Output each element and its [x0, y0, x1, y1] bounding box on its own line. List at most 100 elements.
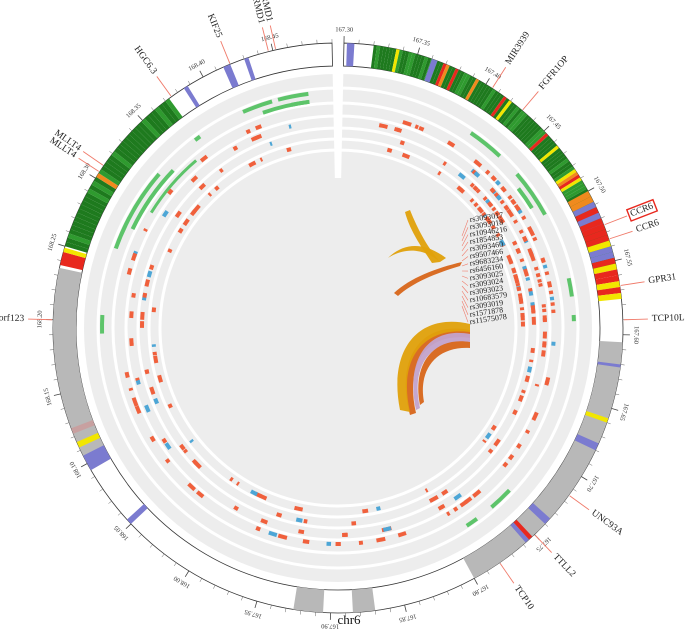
minor-tick-mark: [52, 289, 56, 290]
minor-tick-mark: [473, 73, 475, 77]
snp-point: [530, 302, 534, 306]
snp-point: [543, 315, 547, 321]
gene-connector: [157, 76, 171, 95]
minor-tick-mark: [615, 394, 619, 395]
snp-point: [542, 343, 546, 348]
snp-point: [140, 312, 144, 320]
minor-tick-mark: [375, 611, 376, 615]
tick-label: 167.65: [618, 402, 630, 421]
snp-point: [142, 293, 147, 298]
minor-tick-mark: [57, 260, 61, 261]
minor-tick-mark: [61, 408, 65, 409]
minor-tick-mark: [580, 176, 583, 178]
minor-tick-mark: [85, 189, 89, 191]
gene-label: CCR6: [635, 218, 661, 235]
tick-label: 167.60: [632, 326, 639, 344]
minor-tick-mark: [487, 571, 489, 574]
snp-point: [336, 542, 341, 546]
snp-point: [551, 342, 555, 346]
minor-tick-mark: [611, 245, 615, 246]
snp-point: [542, 309, 546, 313]
tick-mark: [185, 571, 189, 577]
tick-label: 167.70: [585, 474, 600, 493]
minor-tick-mark: [554, 139, 557, 142]
minor-tick-mark: [129, 128, 132, 131]
minor-tick-mark: [390, 608, 391, 612]
minor-tick-mark: [302, 41, 303, 45]
minor-tick-mark: [139, 534, 142, 537]
minor-tick-mark: [563, 151, 566, 153]
tick-label: 167.50: [592, 175, 607, 194]
snp-point: [551, 309, 555, 313]
minor-tick-mark: [618, 274, 622, 275]
minor-tick-mark: [71, 437, 75, 439]
minor-tick-mark: [175, 89, 177, 92]
snp-point: [342, 533, 347, 537]
minor-tick-mark: [151, 107, 154, 110]
minor-tick-mark: [200, 578, 202, 582]
gene-connector: [605, 216, 627, 225]
snp-point: [550, 302, 554, 306]
gene-label: KIF25: [205, 13, 224, 40]
tick-mark: [581, 476, 587, 480]
snp-point: [326, 542, 331, 546]
tick-mark: [486, 78, 490, 84]
tick-mark: [271, 44, 273, 51]
tick-mark: [200, 71, 203, 77]
minor-tick-mark: [572, 163, 575, 165]
green-track-segment: [100, 315, 104, 334]
gene-connector: [523, 91, 539, 109]
minor-tick-mark: [243, 55, 244, 59]
minor-tick-mark: [621, 365, 625, 366]
minor-tick-mark: [188, 81, 190, 84]
gene-connector: [570, 496, 589, 510]
gene-label: TCP10L2: [652, 313, 685, 324]
minor-tick-mark: [257, 51, 258, 55]
tick-mark: [54, 394, 61, 396]
tick-label: 168.25: [47, 233, 59, 252]
snp-point: [153, 352, 157, 356]
gene-label: MIR3939: [504, 30, 533, 67]
snp-point: [129, 311, 133, 318]
green-track-segment: [572, 315, 576, 321]
gene-connector: [610, 231, 633, 238]
minor-tick-mark: [150, 544, 153, 547]
minor-tick-mark: [213, 585, 215, 589]
minor-tick-mark: [555, 513, 558, 516]
snp-point: [521, 322, 525, 327]
tick-label: 167.30: [335, 26, 353, 33]
tick-mark: [405, 605, 407, 612]
minor-tick-mark: [419, 601, 420, 605]
tick-label: 167.55: [622, 248, 633, 267]
tick-label: 168.15: [43, 387, 54, 406]
snp-point: [140, 321, 144, 328]
minor-tick-mark: [77, 450, 81, 452]
minor-tick-mark: [174, 563, 176, 566]
tick-mark: [611, 408, 618, 410]
minor-tick-mark: [162, 554, 164, 557]
minor-tick-mark: [270, 605, 271, 609]
minor-tick-mark: [100, 489, 103, 491]
tick-label: 167.85: [398, 612, 417, 623]
tick-label: 167.80: [471, 582, 490, 597]
snp-point: [530, 348, 535, 353]
tick-mark: [588, 188, 594, 191]
minor-tick-mark: [285, 608, 286, 612]
snp-point: [152, 344, 156, 347]
gene-label: C6orf123: [0, 312, 25, 324]
tick-label: 167.35: [412, 36, 431, 48]
snp-point: [520, 307, 524, 310]
minor-tick-mark: [118, 513, 121, 516]
minor-tick-mark: [287, 44, 288, 48]
snp-point: [362, 509, 368, 514]
tick-label: 167.40: [483, 66, 502, 81]
snp-point: [541, 350, 546, 357]
minor-tick-mark: [374, 41, 375, 45]
minor-tick-mark: [215, 67, 217, 71]
snp-point: [129, 338, 133, 344]
gene-connector: [621, 282, 645, 286]
minor-tick-mark: [461, 585, 463, 589]
tick-label: 168.10: [69, 460, 84, 479]
minor-tick-mark: [54, 379, 58, 380]
